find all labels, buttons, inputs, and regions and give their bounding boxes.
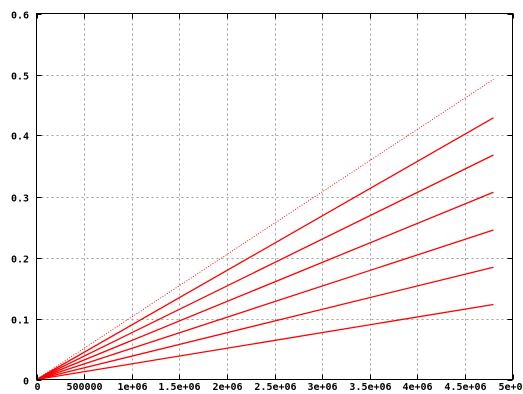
series-line: [36, 154, 494, 381]
series-line: [36, 79, 494, 380]
x-tick-label: 0: [34, 382, 40, 393]
x-tick-label: 4.5e+06: [444, 382, 486, 393]
series-2: [36, 266, 494, 381]
x-tick-label: 3.5e+06: [349, 382, 391, 393]
x-tick-label: 500000: [66, 382, 102, 393]
series-6: [36, 117, 494, 381]
x-tick-label: 3e+06: [307, 382, 337, 393]
x-tick-label: 4e+06: [402, 382, 432, 393]
y-tick-label: 0.2: [11, 255, 29, 266]
y-tick-label: 0.3: [11, 194, 29, 205]
y-tick-label: 0.1: [11, 316, 29, 327]
series-4: [36, 191, 494, 381]
x-tick-label: 5e+06: [498, 382, 523, 393]
series-5: [36, 154, 494, 381]
series-3: [36, 229, 494, 381]
x-tick-label: 1e+06: [117, 382, 147, 393]
series-line: [36, 266, 494, 381]
grid: [36, 13, 513, 380]
series-line: [36, 229, 494, 381]
y-tick-label: 0: [23, 377, 29, 388]
x-tick-label: 2e+06: [212, 382, 242, 393]
x-tick-label: 1.5e+06: [158, 382, 200, 393]
series-line: [36, 117, 494, 381]
series-line: [36, 191, 494, 381]
series-1: [36, 303, 494, 381]
series-line: [36, 303, 494, 381]
y-tick-label: 0.4: [11, 132, 29, 143]
x-axis-tick-labels: 0 500000 1e+06 1.5e+06 2e+06 2.5e+06 3e+06 3.5e…: [34, 382, 523, 393]
y-tick-label: 0.6: [11, 11, 29, 22]
plot-frame: [36, 13, 513, 380]
y-axis-tick-labels: 0 0.1 0.2 0.3 0.4 0.5 0.6: [11, 11, 29, 388]
x-tick-label: 2.5e+06: [254, 382, 296, 393]
data-series: [36, 79, 494, 381]
series-7: [36, 79, 494, 380]
axis-ticks: [36, 13, 514, 381]
y-tick-label: 0.5: [11, 72, 29, 83]
